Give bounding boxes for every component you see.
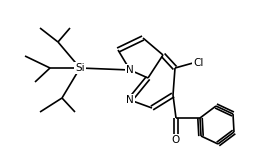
Text: N: N bbox=[126, 65, 133, 75]
Text: Si: Si bbox=[75, 63, 85, 73]
Text: O: O bbox=[171, 135, 179, 145]
Text: N: N bbox=[126, 95, 133, 105]
Text: Cl: Cl bbox=[192, 58, 203, 68]
